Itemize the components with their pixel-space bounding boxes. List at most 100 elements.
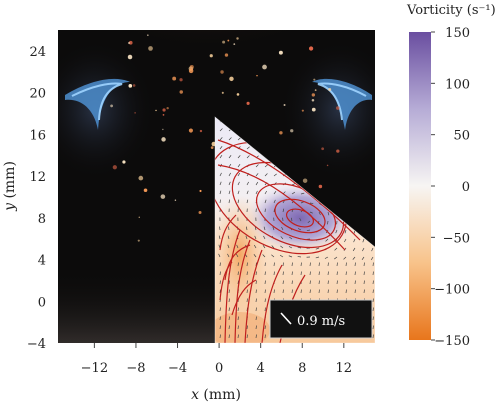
velocity-arrow: [372, 280, 374, 285]
colorbar-tick-label: 0: [462, 180, 470, 195]
velocity-arrow: [253, 254, 257, 258]
velocity-arrow: [255, 298, 257, 303]
velocity-arrow: [315, 247, 320, 250]
velocity-arrow: [218, 253, 221, 258]
velocity-arrow: [228, 163, 232, 168]
spark: [328, 87, 332, 91]
y-tick-label: −4: [27, 337, 46, 352]
velocity-arrow: [291, 262, 293, 267]
velocity-arrow: [219, 190, 222, 195]
velocity-arrow: [318, 271, 320, 276]
velocity-arrow: [300, 289, 302, 294]
velocity-arrow: [327, 271, 329, 276]
spark: [188, 128, 193, 133]
velocity-arrow: [264, 280, 266, 285]
spark: [122, 160, 126, 164]
spark: [209, 54, 213, 58]
velocity-arrow: [352, 247, 356, 252]
spark: [138, 175, 144, 181]
velocity-arrow: [273, 271, 275, 276]
velocity-arrow: [345, 280, 347, 285]
velocity-arrow: [237, 181, 240, 186]
velocity-arrow: [327, 280, 329, 285]
vector-scale-legend: 0.9 m/s: [269, 299, 373, 339]
velocity-arrow: [327, 220, 329, 225]
velocity-arrow: [237, 155, 241, 159]
velocity-arrow: [237, 262, 239, 267]
velocity-arrow: [334, 256, 338, 260]
spark: [143, 188, 148, 193]
colorbar-tick-label: 50: [453, 129, 470, 144]
y-tick-label: 24: [29, 45, 46, 60]
velocity-arrow: [273, 262, 275, 267]
velocity-arrow: [246, 190, 249, 195]
velocity-arrow: [237, 307, 239, 312]
velocity-arrow: [300, 271, 302, 276]
velocity-arrow: [264, 190, 267, 195]
velocity-arrow: [219, 146, 223, 150]
spark: [110, 104, 114, 108]
spark: [134, 112, 136, 114]
spark: [155, 109, 157, 112]
velocity-arrow: [245, 226, 248, 231]
spark: [179, 90, 183, 94]
colorbar-gradient: [409, 32, 431, 340]
velocity-arrow: [372, 289, 374, 294]
x-tick-label: 0: [215, 361, 223, 376]
velocity-arrow: [352, 256, 356, 260]
velocity-arrow: [291, 191, 296, 195]
velocity-arrow: [291, 271, 293, 276]
velocity-arrow: [315, 256, 320, 259]
velocity-arrow: [219, 137, 223, 141]
velocity-arrow: [237, 190, 240, 195]
velocity-arrow: [344, 229, 347, 234]
velocity-arrow: [264, 325, 266, 330]
spark: [132, 84, 136, 87]
velocity-arrow: [345, 289, 347, 294]
velocity-arrow: [264, 173, 268, 177]
velocity-arrow: [343, 256, 347, 260]
velocity-arrow: [309, 262, 311, 267]
velocity-arrow: [363, 280, 365, 285]
colorbar: Vorticity (s⁻¹) 150 100 50 0 −50 −100 −150: [406, 3, 496, 349]
velocity-arrow: [336, 262, 338, 267]
velocity-arrow: [372, 334, 374, 339]
spark: [199, 129, 203, 133]
velocity-arrow: [363, 289, 365, 294]
velocity-arrow: [371, 247, 374, 252]
velocity-arrow: [334, 247, 338, 251]
velocity-arrow: [306, 229, 311, 232]
velocity-arrow: [297, 228, 302, 231]
velocity-arrow: [372, 298, 374, 303]
velocity-arrow: [309, 211, 313, 214]
velocity-arrow: [228, 325, 230, 330]
spark: [162, 114, 165, 116]
velocity-arrow: [300, 192, 305, 195]
velocity-arrow: [264, 262, 266, 267]
velocity-arrow: [263, 235, 266, 240]
velocity-arrow: [372, 262, 374, 267]
velocity-arrow: [219, 325, 221, 330]
velocity-arrow: [255, 271, 257, 276]
velocity-arrow: [327, 289, 329, 294]
spark: [318, 184, 323, 189]
velocity-arrow: [336, 271, 338, 276]
spark: [179, 78, 183, 82]
velocity-arrow: [246, 271, 248, 276]
velocity-arrow: [228, 307, 230, 312]
spark: [246, 101, 250, 105]
velocity-arrow: [255, 325, 257, 330]
velocity-arrow: [318, 289, 320, 294]
velocity-arrow: [297, 256, 302, 258]
velocity-arrow: [246, 181, 249, 186]
velocity-arrow: [218, 235, 221, 240]
colorbar-tick-label: 150: [445, 26, 470, 41]
velocity-arrow: [288, 246, 293, 249]
velocity-arrow: [362, 238, 365, 243]
spark: [308, 46, 314, 51]
velocity-arrow: [228, 137, 232, 141]
velocity-arrow: [237, 199, 240, 204]
velocity-arrow: [246, 199, 249, 204]
velocity-arrow: [362, 247, 365, 252]
